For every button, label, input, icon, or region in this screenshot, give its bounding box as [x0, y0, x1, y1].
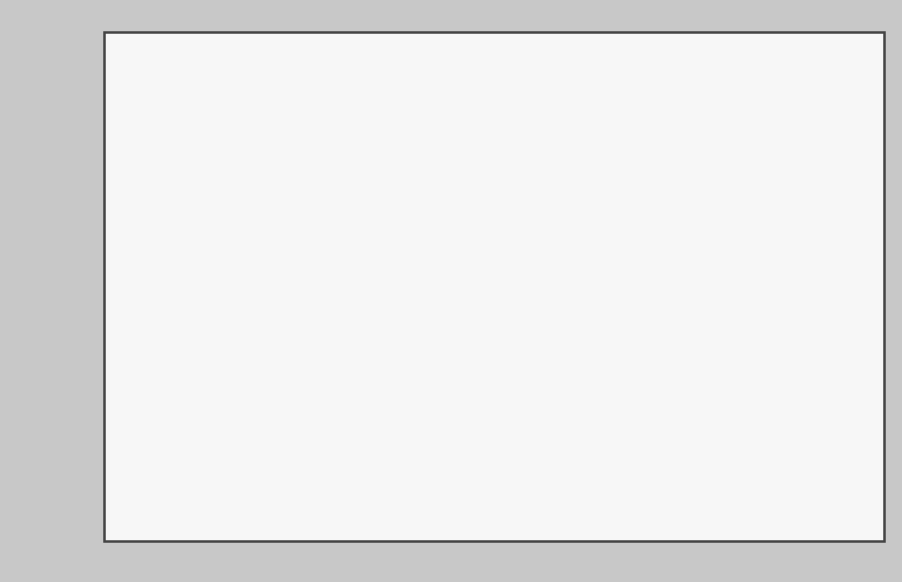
Text: $\mathrm{(a)}\ r = \dfrac{2}{4\cos\theta - 5\sin\theta}$: $\mathrm{(a)}\ r = \dfrac{2}{4\cos\theta… [271, 166, 682, 242]
Text: Forma rectangular:: Forma rectangular: [235, 367, 578, 400]
